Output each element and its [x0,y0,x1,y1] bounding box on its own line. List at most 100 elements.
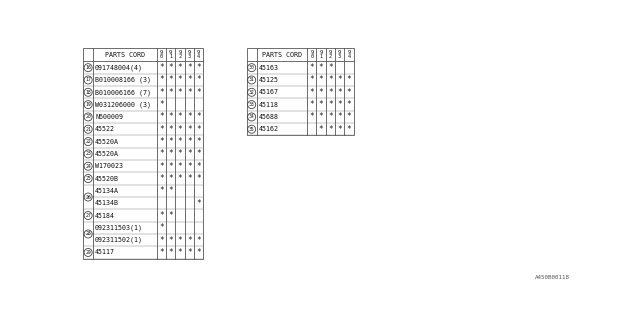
Text: 45520A: 45520A [95,151,119,157]
Text: 092311502(1): 092311502(1) [95,237,143,244]
Text: *: * [309,112,314,121]
Text: *: * [196,112,201,121]
Text: 45520B: 45520B [95,176,119,181]
Text: *: * [168,236,173,244]
Text: *: * [159,186,164,195]
Text: *: * [168,76,173,84]
Text: *: * [178,63,182,72]
Text: *: * [196,248,201,257]
Text: *: * [178,125,182,134]
Text: *: * [187,236,191,244]
Text: 45167: 45167 [259,89,278,95]
Text: *: * [196,63,201,72]
Text: *: * [309,88,314,97]
Text: *: * [196,137,201,146]
Text: 9
0: 9 0 [310,50,314,59]
Text: 30: 30 [249,65,255,70]
Text: *: * [178,236,182,244]
Text: *: * [168,186,173,195]
Text: 9
1: 9 1 [169,50,172,59]
Text: 45125: 45125 [259,77,278,83]
Text: *: * [168,112,173,121]
Text: 25: 25 [85,176,91,181]
Text: *: * [187,162,191,171]
Text: 21: 21 [85,127,91,132]
Text: *: * [319,76,323,84]
Text: *: * [319,125,323,134]
Text: *: * [159,248,164,257]
Text: *: * [187,88,191,97]
Text: 45134A: 45134A [95,188,119,194]
Text: *: * [187,63,191,72]
Text: *: * [178,248,182,257]
Text: *: * [159,174,164,183]
Text: *: * [178,149,182,158]
Text: *: * [328,112,333,121]
Text: *: * [159,63,164,72]
Text: W170023: W170023 [95,163,123,169]
Text: 33: 33 [249,102,255,107]
Text: A450B00118: A450B00118 [535,275,570,280]
Text: 20: 20 [85,115,91,119]
Text: *: * [178,174,182,183]
Text: *: * [159,137,164,146]
Text: 9
2: 9 2 [179,50,182,59]
Text: 45134B: 45134B [95,200,119,206]
Text: W031206000 (3): W031206000 (3) [95,101,151,108]
Text: *: * [159,149,164,158]
Text: *: * [337,100,342,109]
Text: *: * [159,112,164,121]
Text: *: * [159,223,164,232]
Text: 32: 32 [249,90,255,95]
Text: *: * [159,76,164,84]
Text: 45163: 45163 [259,65,278,71]
Text: *: * [187,149,191,158]
Text: *: * [347,100,351,109]
Text: *: * [328,125,333,134]
Text: 092311503(1): 092311503(1) [95,225,143,231]
Text: 45117: 45117 [95,250,115,255]
Text: N600009: N600009 [95,114,123,120]
Text: *: * [168,162,173,171]
Text: *: * [347,125,351,134]
Text: *: * [187,248,191,257]
Text: *: * [168,211,173,220]
Text: *: * [159,211,164,220]
Text: PARTS CORD: PARTS CORD [105,52,145,58]
Text: B010006166 (7): B010006166 (7) [95,89,151,96]
Text: *: * [347,76,351,84]
Text: *: * [168,125,173,134]
Text: 35: 35 [249,127,255,132]
Text: *: * [337,76,342,84]
Text: 45688: 45688 [259,114,278,120]
Text: 9
4: 9 4 [197,50,200,59]
Text: *: * [187,174,191,183]
Text: *: * [159,162,164,171]
Text: 9
3: 9 3 [188,50,191,59]
Text: *: * [168,63,173,72]
Text: *: * [319,88,323,97]
Text: B010008166 (3): B010008166 (3) [95,77,151,83]
Text: 091748004(4): 091748004(4) [95,64,143,71]
Text: 9
0: 9 0 [160,50,163,59]
Text: *: * [309,76,314,84]
Text: 24: 24 [85,164,91,169]
Text: *: * [328,63,333,72]
Text: *: * [168,149,173,158]
Text: 9
3: 9 3 [338,50,341,59]
Text: 45522: 45522 [95,126,115,132]
Bar [246,48,353,135]
Text: 28: 28 [85,231,91,236]
Text: *: * [187,112,191,121]
Text: *: * [319,112,323,121]
Text: 45118: 45118 [259,102,278,108]
Text: *: * [196,76,201,84]
Text: *: * [337,125,342,134]
Text: *: * [309,63,314,72]
Text: *: * [159,88,164,97]
Text: 23: 23 [85,151,91,156]
Text: *: * [178,112,182,121]
Text: *: * [178,88,182,97]
Text: *: * [196,174,201,183]
Text: 45184: 45184 [95,212,115,219]
